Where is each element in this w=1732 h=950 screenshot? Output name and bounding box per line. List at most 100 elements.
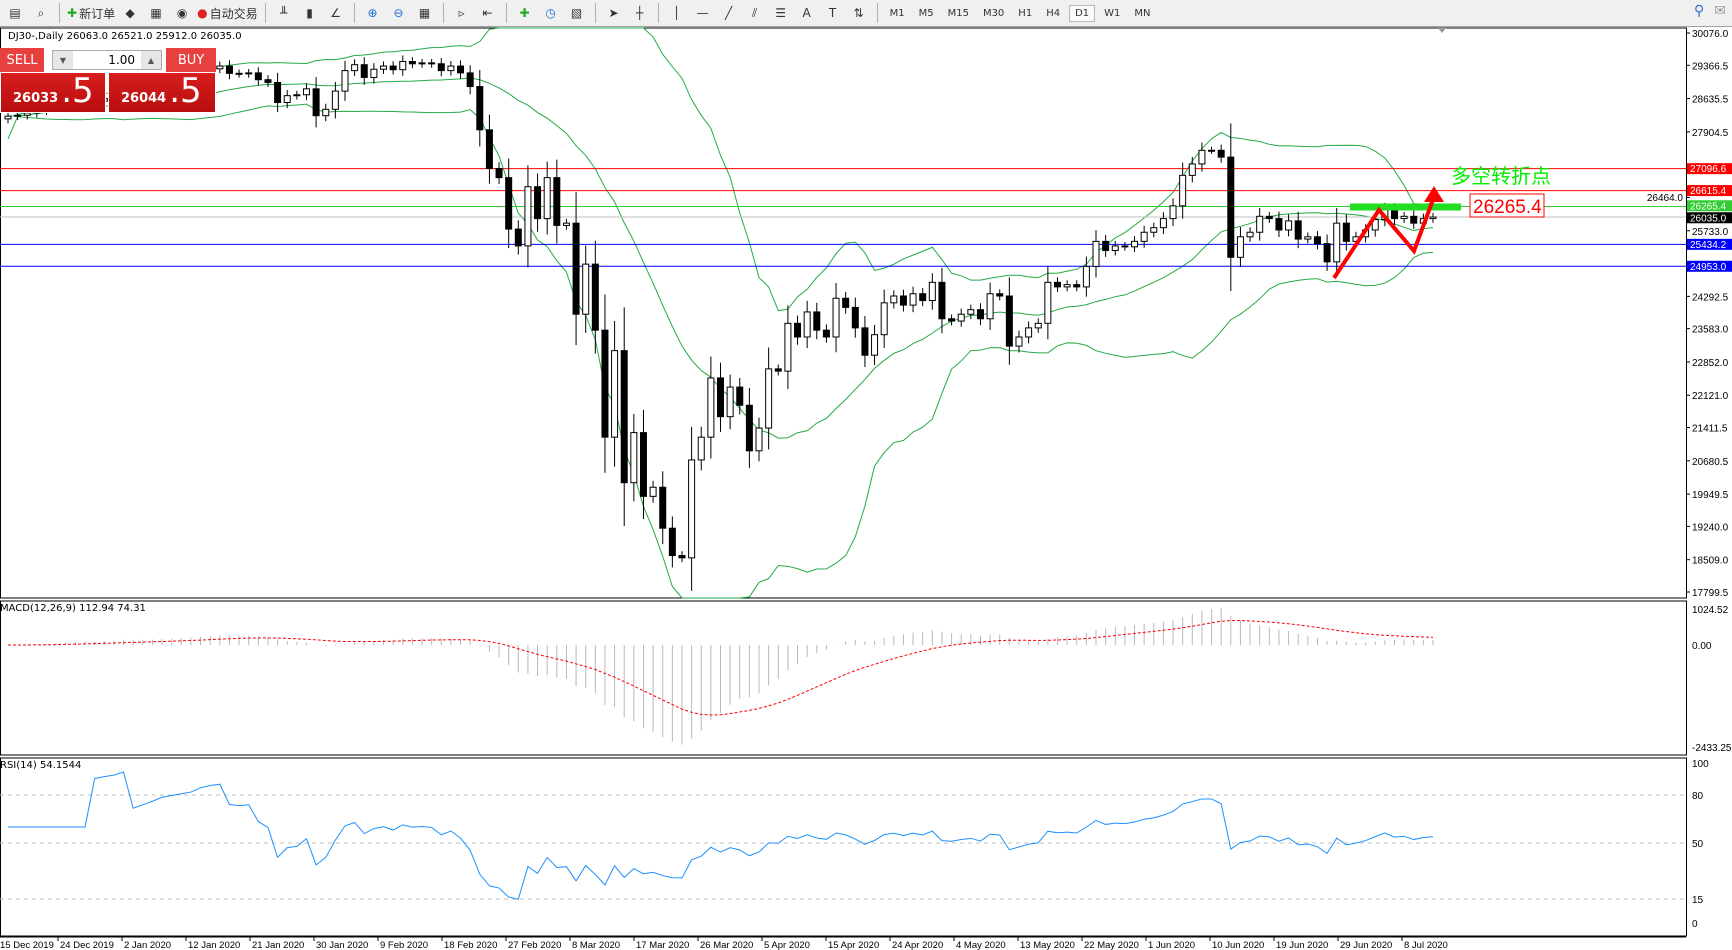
price-axis-label: 23583.0 [1692, 325, 1729, 336]
vertical-line-button[interactable]: │ [666, 2, 688, 24]
price-axis-label: 29366.5 [1692, 61, 1729, 72]
level-price-tag [1687, 260, 1732, 272]
bear-candle [678, 555, 686, 559]
bull-candle [1025, 327, 1033, 338]
chart-shift-button[interactable]: ⇤ [477, 2, 499, 24]
timeframe-h4[interactable]: H4 [1046, 7, 1061, 19]
fibonacci-button[interactable]: ☰ [770, 2, 792, 24]
chat-icon[interactable]: ✉ [1714, 3, 1726, 19]
periods-button[interactable]: ◷ [540, 2, 562, 24]
date-axis-label: 13 May 2020 [1020, 940, 1075, 950]
bull-candle [1371, 219, 1379, 231]
zoom-out-icon: ⊖ [393, 6, 404, 20]
bear-candle [745, 404, 753, 452]
sell-price[interactable]: 26033.5 [0, 72, 106, 113]
bull-candle [1015, 336, 1023, 347]
toolbar-separator [876, 3, 878, 23]
bear-candle [620, 350, 628, 484]
bull-candle [1400, 215, 1408, 220]
line-chart-button[interactable]: ∠ [325, 2, 347, 24]
bear-candle [919, 293, 927, 302]
trendline-button[interactable]: ╱ [718, 2, 740, 24]
bear-candle [851, 306, 859, 329]
turning-point-label: 多空转折点 [1451, 164, 1551, 188]
bull-candle [1256, 215, 1264, 233]
buy-button[interactable]: BUY [166, 48, 216, 72]
auto-trading-button[interactable]: ● 自动交易 [197, 2, 258, 24]
signals-icon: ◉ [176, 6, 188, 20]
zoom-chart-button[interactable]: ⌕ [30, 2, 52, 24]
price-callout-label: 26265.4 [1473, 197, 1542, 218]
rsi-axis-label: 80 [1692, 791, 1704, 802]
bear-candle [813, 311, 821, 331]
auto-scroll-button[interactable]: ▹ [451, 2, 473, 24]
zoom-in-button[interactable]: ⊕ [362, 2, 384, 24]
timeframe-h1[interactable]: H1 [1018, 7, 1033, 19]
date-axis-label: 4 May 2020 [956, 940, 1006, 950]
chart-window[interactable]: 27096.626615.426265.426035.025434.224953… [0, 27, 1732, 950]
crosshair-button[interactable]: ┼ [629, 2, 651, 24]
date-axis-label: 1 Jun 2020 [1148, 940, 1195, 950]
bull-candle [1179, 174, 1187, 207]
text-label-button[interactable]: T [822, 2, 844, 24]
bull-candle [293, 94, 301, 97]
date-axis-label: 12 Jan 2020 [188, 940, 240, 950]
bull-candle [1169, 205, 1177, 220]
navigator-button[interactable]: ▦ [145, 2, 167, 24]
bull-candle [649, 486, 657, 497]
toolbar-separator [594, 3, 596, 23]
equidistant-channel-button[interactable]: ⫽ [744, 2, 766, 24]
text-button[interactable]: A [796, 2, 818, 24]
lot-size-stepper[interactable]: ▼ 1.00 ▲ [52, 50, 162, 70]
lot-size-input[interactable]: 1.00 [108, 53, 135, 67]
tile-windows-button[interactable]: ▦ [414, 2, 436, 24]
timeframe-w1[interactable]: W1 [1104, 7, 1121, 19]
sell-price-main: 26033 [13, 91, 59, 106]
window-button[interactable]: ▤ [4, 2, 26, 24]
sell-price-pips: .5 [61, 71, 94, 111]
bear-candle [264, 79, 272, 83]
decrease-lot-icon[interactable]: ▼ [53, 51, 73, 69]
arrows-button[interactable]: ⇅ [848, 2, 870, 24]
price-axis-label: 22121.0 [1692, 391, 1729, 402]
zoom-out-button[interactable]: ⊖ [388, 2, 410, 24]
bear-candle [235, 72, 243, 75]
date-axis-label: 22 May 2020 [1084, 940, 1139, 950]
bear-candle [976, 309, 984, 320]
search-icon[interactable]: ⚲ [1694, 3, 1705, 19]
timeframe-mn[interactable]: MN [1134, 7, 1151, 19]
bear-candle [225, 65, 233, 74]
periods-icon: ◷ [545, 6, 556, 20]
date-axis-label: 8 Jul 2020 [1404, 940, 1448, 950]
sell-button[interactable]: SELL [0, 48, 44, 72]
date-axis-label: 10 Jun 2020 [1212, 940, 1264, 950]
bull-candle [524, 186, 532, 247]
toolbar-label: 自动交易 [209, 6, 258, 21]
timeframe-m15[interactable]: M15 [947, 7, 969, 19]
bar-chart-button[interactable]: ╨ [273, 2, 295, 24]
templates-button[interactable]: ▧ [566, 2, 588, 24]
toolbar-label: 新订单 [79, 6, 116, 21]
timeframe-m1[interactable]: M1 [889, 7, 905, 19]
timeframe-d1[interactable]: D1 [1069, 4, 1096, 22]
timeframe-m30[interactable]: M30 [982, 7, 1005, 19]
price-axis-label-bg [1642, 191, 1684, 203]
timeframe-m5[interactable]: M5 [918, 7, 934, 19]
increase-lot-icon[interactable]: ▲ [141, 51, 161, 69]
bull-candle [765, 368, 773, 429]
buy-price[interactable]: 26044.5 [108, 72, 216, 113]
bear-candle [736, 386, 744, 406]
horizontal-line-button[interactable]: — [692, 2, 714, 24]
candlestick-button[interactable]: ▮ [299, 2, 321, 24]
horizontal-line-icon: — [696, 6, 709, 20]
bull-candle [611, 350, 619, 438]
new-order-button[interactable]: ✚ 新订单 [67, 2, 115, 24]
signals-button[interactable]: ◉ [171, 2, 193, 24]
text-icon: A [802, 6, 811, 20]
bull-candle [302, 88, 310, 96]
bear-candle [466, 72, 474, 88]
cursor-button[interactable]: ➤ [603, 2, 625, 24]
bull-candle [1044, 281, 1052, 324]
metaeditor-button[interactable]: ◆ [119, 2, 141, 24]
indicators-button[interactable]: ✚ [514, 2, 536, 24]
